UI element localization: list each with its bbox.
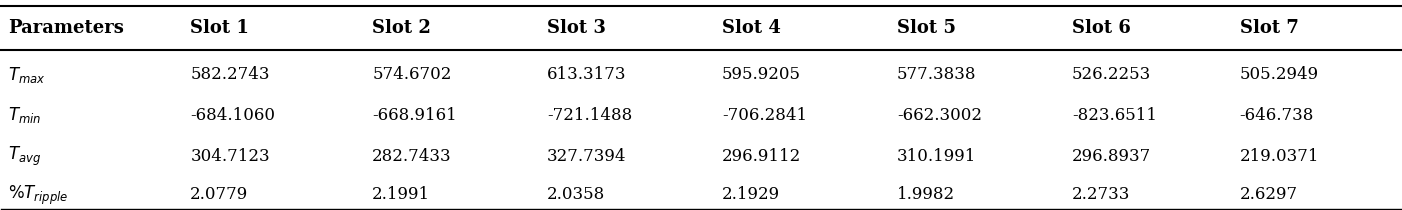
Text: 595.9205: 595.9205 [722,66,801,83]
Text: 582.2743: 582.2743 [191,66,269,83]
Text: 282.7433: 282.7433 [372,148,451,165]
Text: 2.1929: 2.1929 [722,186,780,203]
Text: Slot 4: Slot 4 [722,19,781,37]
Text: 613.3173: 613.3173 [547,66,627,83]
Text: Parameters: Parameters [8,19,125,37]
Text: 2.2733: 2.2733 [1071,186,1130,203]
Text: 2.0779: 2.0779 [191,186,248,203]
Text: -706.2841: -706.2841 [722,107,808,124]
Text: -646.738: -646.738 [1239,107,1314,124]
Text: Slot 6: Slot 6 [1071,19,1130,37]
Text: $T_{max}$: $T_{max}$ [8,65,46,85]
Text: 2.0358: 2.0358 [547,186,606,203]
Text: 505.2949: 505.2949 [1239,66,1319,83]
Text: 296.8937: 296.8937 [1071,148,1151,165]
Text: 1.9982: 1.9982 [897,186,955,203]
Text: 2.1991: 2.1991 [372,186,430,203]
Text: 310.1991: 310.1991 [897,148,976,165]
Text: 526.2253: 526.2253 [1071,66,1151,83]
Text: 577.3838: 577.3838 [897,66,976,83]
Text: Slot 3: Slot 3 [547,19,606,37]
Text: 304.7123: 304.7123 [191,148,271,165]
Text: Slot 5: Slot 5 [897,19,956,37]
Text: 219.0371: 219.0371 [1239,148,1319,165]
Text: 574.6702: 574.6702 [372,66,451,83]
Text: $T_{min}$: $T_{min}$ [8,105,42,125]
Text: 327.7394: 327.7394 [547,148,627,165]
Text: -662.3002: -662.3002 [897,107,981,124]
Text: -721.1488: -721.1488 [547,107,632,124]
Text: $\%T_{ripple}$: $\%T_{ripple}$ [8,183,69,206]
Text: Slot 7: Slot 7 [1239,19,1298,37]
Text: Slot 1: Slot 1 [191,19,250,37]
Text: Slot 2: Slot 2 [372,19,430,37]
Text: 296.9112: 296.9112 [722,148,801,165]
Text: -684.1060: -684.1060 [191,107,275,124]
Text: -668.9161: -668.9161 [372,107,457,124]
Text: $T_{avg}$: $T_{avg}$ [8,145,42,168]
Text: -823.6511: -823.6511 [1071,107,1157,124]
Text: 2.6297: 2.6297 [1239,186,1298,203]
